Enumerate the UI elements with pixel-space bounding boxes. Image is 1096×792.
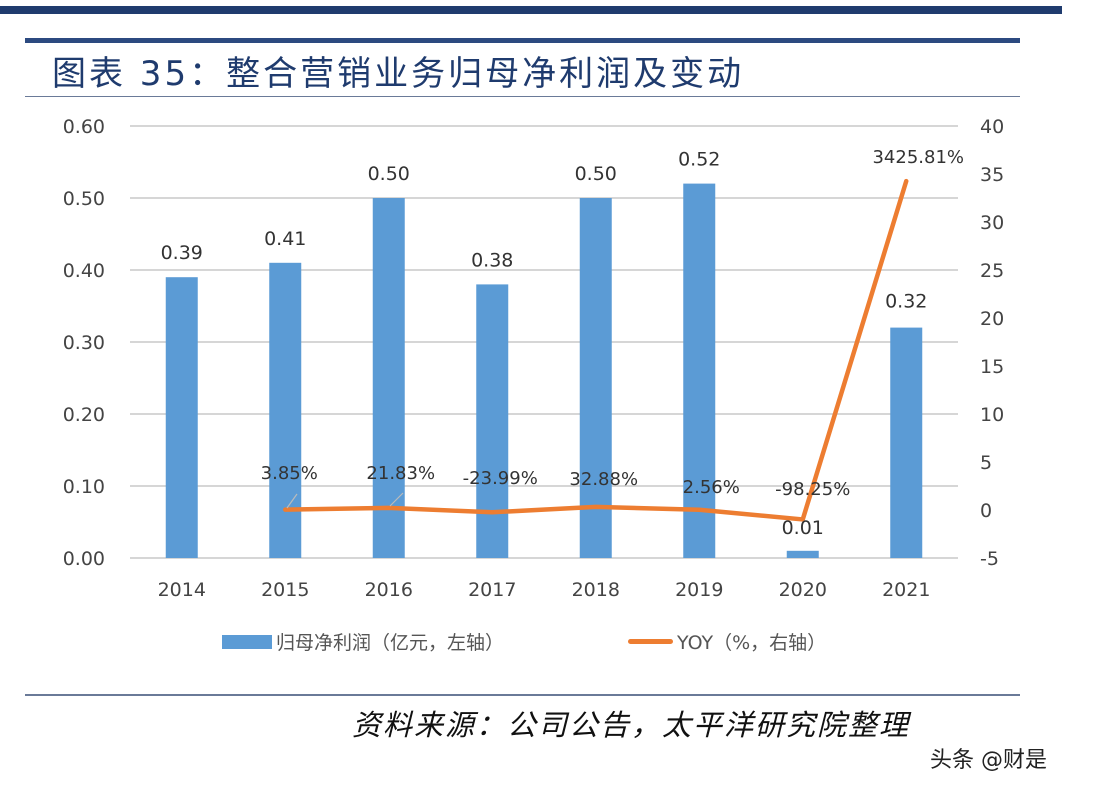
header-top-bar (0, 6, 1062, 14)
legend: 归母净利润（亿元，左轴） YOY（%，右轴） (0, 628, 1096, 658)
yoy-value-label: 32.88% (569, 469, 638, 490)
bar-value-label: 0.52 (678, 149, 720, 171)
bar-value-label: 0.50 (368, 163, 410, 185)
yoy-point (490, 510, 494, 514)
legend-bar-swatch (222, 634, 272, 649)
bar-value-label: 0.32 (885, 291, 927, 313)
yoy-point (904, 179, 908, 183)
right-axis-tick-label: 5 (980, 452, 992, 474)
legend-line-swatch (628, 639, 673, 644)
label-leader-line (286, 493, 298, 509)
left-axis-tick-label: 0.20 (63, 404, 105, 426)
x-axis-tick-label: 2015 (261, 579, 309, 601)
x-axis-tick-label: 2021 (882, 579, 930, 601)
bar-2017 (476, 284, 509, 558)
chart-area: 0.00 0.10 0.20 0.30 0.40 0.50 0.60 -5 0 5 10 15 20 25… (63, 116, 1005, 601)
right-axis-tick-label: 10 (980, 404, 1004, 426)
right-axis-tick-label: 30 (980, 212, 1004, 234)
legend-item-profit: 归母净利润（亿元，左轴） (222, 628, 504, 655)
yoy-point (801, 517, 805, 521)
left-axis-tick-label: 0.00 (63, 548, 105, 570)
chart-title: 图表 35：整合营销业务归母净利润及变动 (52, 54, 745, 94)
yoy-value-label: -98.25% (775, 479, 850, 500)
left-axis-tick-label: 0.30 (63, 332, 105, 354)
footer-divider (25, 694, 1020, 696)
title-accent-bar (25, 38, 1020, 43)
yoy-point (387, 506, 391, 510)
source-note: 资料来源：公司公告，太平洋研究院整理 (352, 708, 911, 742)
x-axis-tick-label: 2017 (468, 579, 516, 601)
left-axis-tick-label: 0.10 (63, 476, 105, 498)
yoy-value-label: -23.99% (463, 468, 538, 489)
yoy-value-label: 2.56% (683, 477, 740, 498)
left-axis-tick-label: 0.50 (63, 188, 105, 210)
x-axis-tick-label: 2019 (675, 579, 723, 601)
bar-2019 (683, 183, 716, 558)
legend-label-profit: 归母净利润（亿元，左轴） (276, 632, 505, 654)
right-axis-tick-label: 35 (980, 164, 1004, 186)
left-axis-tick-label: 0.40 (63, 260, 105, 282)
x-axis-tick-label: 2014 (158, 579, 206, 601)
label-leader-line (389, 492, 404, 507)
right-axis-tick-label: -5 (980, 548, 999, 570)
x-axis-tick-label: 2018 (572, 579, 620, 601)
yoy-point (283, 508, 287, 512)
bar-2021 (890, 327, 923, 558)
right-axis-tick-label: 20 (980, 308, 1004, 330)
yoy-value-label: 3425.81% (872, 147, 964, 168)
legend-item-yoy: YOY（%，右轴） (628, 628, 826, 655)
bar-2016 (372, 198, 405, 558)
right-axis-tick-label: 15 (980, 356, 1004, 378)
bar-2015 (269, 262, 302, 558)
bar-value-label: 0.41 (264, 228, 306, 250)
x-axis-tick-label: 2016 (365, 579, 413, 601)
yoy-point (697, 508, 701, 512)
yoy-point (594, 505, 598, 509)
title-divider (25, 96, 1020, 97)
bar-value-label: 0.38 (471, 249, 513, 271)
bar-2020 (786, 550, 819, 558)
right-axis-tick-label: 25 (980, 260, 1004, 282)
bar-2014 (165, 277, 198, 558)
yoy-value-label: 21.83% (366, 463, 435, 484)
right-axis-tick-label: 40 (980, 116, 1004, 138)
yoy-value-label: 3.85% (261, 463, 318, 484)
bar-value-label: 0.01 (782, 517, 824, 539)
right-axis-tick-label: 0 (980, 500, 992, 522)
bar-2018 (579, 198, 612, 558)
watermark: 头条 @财是 (930, 748, 1047, 773)
bar-value-label: 0.39 (161, 242, 203, 264)
left-axis-tick-label: 0.60 (63, 116, 105, 138)
bar-value-label: 0.50 (575, 163, 617, 185)
x-axis-tick-label: 2020 (779, 579, 827, 601)
legend-label-yoy: YOY（%，右轴） (677, 632, 827, 654)
